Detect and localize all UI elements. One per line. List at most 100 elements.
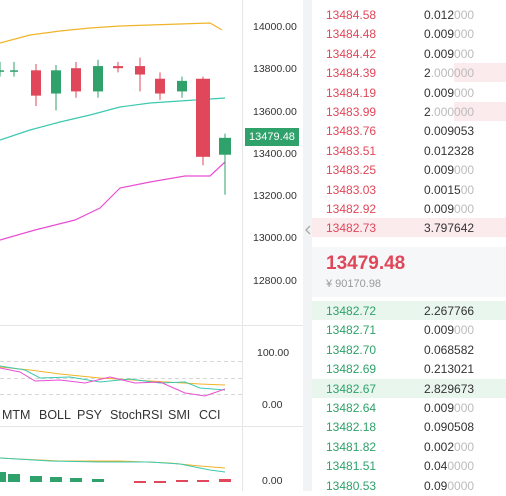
- bid-amount: 0.002000: [424, 439, 475, 454]
- indicator-line: [0, 366, 226, 386]
- tab-psy[interactable]: PSY: [77, 408, 103, 422]
- tab-boll[interactable]: BOLL: [39, 408, 71, 422]
- tab-stochrsi[interactable]: StochRSI: [110, 408, 163, 422]
- tab-cci[interactable]: CCI: [199, 408, 221, 422]
- bid-price: 13482.70: [326, 342, 377, 357]
- bid-amount: 0.009000: [424, 323, 475, 338]
- chevron-left-icon: [304, 225, 310, 235]
- bid-amount: 0.040000: [424, 459, 475, 474]
- bid-row[interactable]: 13482.72 2.267766: [312, 300, 506, 320]
- y-axis-label: 13400.00: [253, 148, 297, 160]
- bid-price: 13482.67: [326, 381, 377, 396]
- indicator-axis-label: 0.00: [262, 399, 283, 411]
- kline-chart[interactable]: 14000.00 13800.00 13600.00 13400.00 1320…: [0, 0, 303, 491]
- bid-row[interactable]: 13482.69 0.213021: [312, 358, 506, 378]
- fiat-price: ¥ 90170.98: [326, 278, 382, 290]
- macd-histogram-bar: [219, 479, 231, 482]
- ask-amount: 2.000000: [424, 105, 475, 119]
- ask-row[interactable]: 13483.76 0.009053: [312, 120, 506, 140]
- depth-bar: [312, 378, 506, 398]
- y-axis-label: 13800.00: [253, 63, 297, 75]
- y-axis-label: 13600.00: [253, 106, 297, 118]
- bid-price: 13482.72: [326, 304, 377, 318]
- macd-histogram-bar: [8, 474, 20, 482]
- ask-row[interactable]: 13484.48 0.009000: [312, 23, 506, 43]
- macd-histogram-bar: [0, 472, 6, 482]
- candle-body: [71, 68, 81, 92]
- ask-row[interactable]: 13483.25 0.009000: [312, 159, 506, 179]
- price-plot: [0, 22, 231, 241]
- ask-amount: 0.009000: [424, 85, 475, 100]
- macd-histogram-bar: [92, 479, 104, 482]
- depth-bar: [312, 218, 506, 238]
- depth-bar: [453, 63, 506, 83]
- ask-row[interactable]: 13483.03 0.001500: [312, 179, 506, 199]
- bid-amount: 2.267766: [424, 304, 475, 318]
- ask-amount: 0.009000: [424, 46, 475, 61]
- ask-amount: 0.009000: [424, 27, 475, 42]
- bid-amount: 2.829673: [424, 381, 475, 396]
- bid-row[interactable]: 13481.51 0.040000: [312, 455, 506, 475]
- bid-price: 13482.64: [326, 401, 377, 415]
- bid-row[interactable]: 13482.70 0.068582: [312, 339, 506, 359]
- tab-smi[interactable]: SMI: [168, 408, 191, 422]
- order-book: 13484.58 0.012000 13484.48 0.009000 13484.42…: [312, 0, 506, 491]
- ask-amount: 0.009000: [424, 202, 475, 216]
- macd-histogram-bar: [70, 478, 82, 482]
- ask-amount: 0.012000: [424, 8, 475, 22]
- collapse-handle[interactable]: [303, 218, 312, 242]
- last-price: 13479.48: [326, 253, 406, 274]
- bid-row[interactable]: 13482.64 0.009000: [312, 397, 506, 417]
- current-price-tag: 13479.48: [245, 128, 299, 146]
- ask-row[interactable]: 13484.19 0.009000: [312, 82, 506, 102]
- kline-chart-pane[interactable]: 14000.00 13800.00 13600.00 13400.00 1320…: [0, 0, 303, 491]
- macd-plot: [0, 457, 231, 483]
- bid-amount: 0.068582: [424, 342, 475, 357]
- ask-row[interactable]: 13483.99 2.000000: [312, 101, 506, 121]
- macd-histogram-bar: [176, 480, 188, 482]
- ask-row[interactable]: 13484.39 2.000000: [312, 62, 506, 83]
- macd-histogram-bar: [50, 477, 62, 482]
- boll-lower-line: [0, 161, 226, 241]
- candle-body: [155, 78, 165, 94]
- ask-amount: 0.012328: [424, 143, 475, 158]
- y-axis-label: 14000.00: [253, 21, 297, 33]
- bid-amount: 0.090000: [424, 478, 475, 491]
- indicator-line: [0, 367, 226, 397]
- ask-row[interactable]: 13484.42 0.009000: [312, 43, 506, 63]
- boll-upper-line: [0, 22, 223, 44]
- candle-body: [0, 70, 4, 72]
- ask-price: 13483.25: [326, 163, 377, 178]
- bid-row[interactable]: 13482.18 0.090508: [312, 416, 506, 436]
- ask-row[interactable]: 13482.73 3.797642: [312, 217, 506, 238]
- macd-line: [0, 457, 226, 473]
- ask-price: 13483.76: [326, 124, 377, 139]
- bid-row[interactable]: 13482.71 0.009000: [312, 319, 506, 339]
- candle-body: [31, 70, 41, 96]
- bid-row[interactable]: 13481.82 0.002000: [312, 436, 506, 456]
- ask-row[interactable]: 13482.92 0.009000: [312, 198, 506, 218]
- y-axis-label: 13000.00: [253, 232, 297, 244]
- macd-axis-label: 0.00: [262, 475, 283, 487]
- macd-histogram-bar: [30, 476, 42, 482]
- ask-row[interactable]: 13484.58 0.012000: [312, 4, 506, 24]
- candle-body: [177, 80, 187, 92]
- candle-body: [113, 66, 123, 69]
- ask-amount: 2.000000: [424, 66, 475, 81]
- macd-histogram-bar: [154, 481, 166, 483]
- pane-divider[interactable]: [303, 0, 312, 491]
- ask-amount: 0.009000: [424, 163, 475, 178]
- ask-price: 13484.39: [326, 66, 377, 81]
- bid-price: 13481.51: [326, 459, 377, 474]
- bid-row[interactable]: 13482.67 2.829673: [312, 378, 506, 398]
- ask-row[interactable]: 13483.51 0.012328: [312, 140, 506, 160]
- indicator-plot: [0, 365, 226, 397]
- tab-mtm[interactable]: MTM: [2, 408, 31, 422]
- ask-amount: 0.001500: [424, 182, 475, 197]
- ask-amount: 0.009053: [424, 124, 475, 139]
- bid-amount: 0.090508: [424, 420, 475, 435]
- bid-row[interactable]: 13480.53 0.090000: [312, 475, 506, 491]
- ask-price: 13483.51: [326, 143, 377, 158]
- candle-body: [135, 66, 145, 75]
- bid-amount: 0.009000: [424, 401, 475, 415]
